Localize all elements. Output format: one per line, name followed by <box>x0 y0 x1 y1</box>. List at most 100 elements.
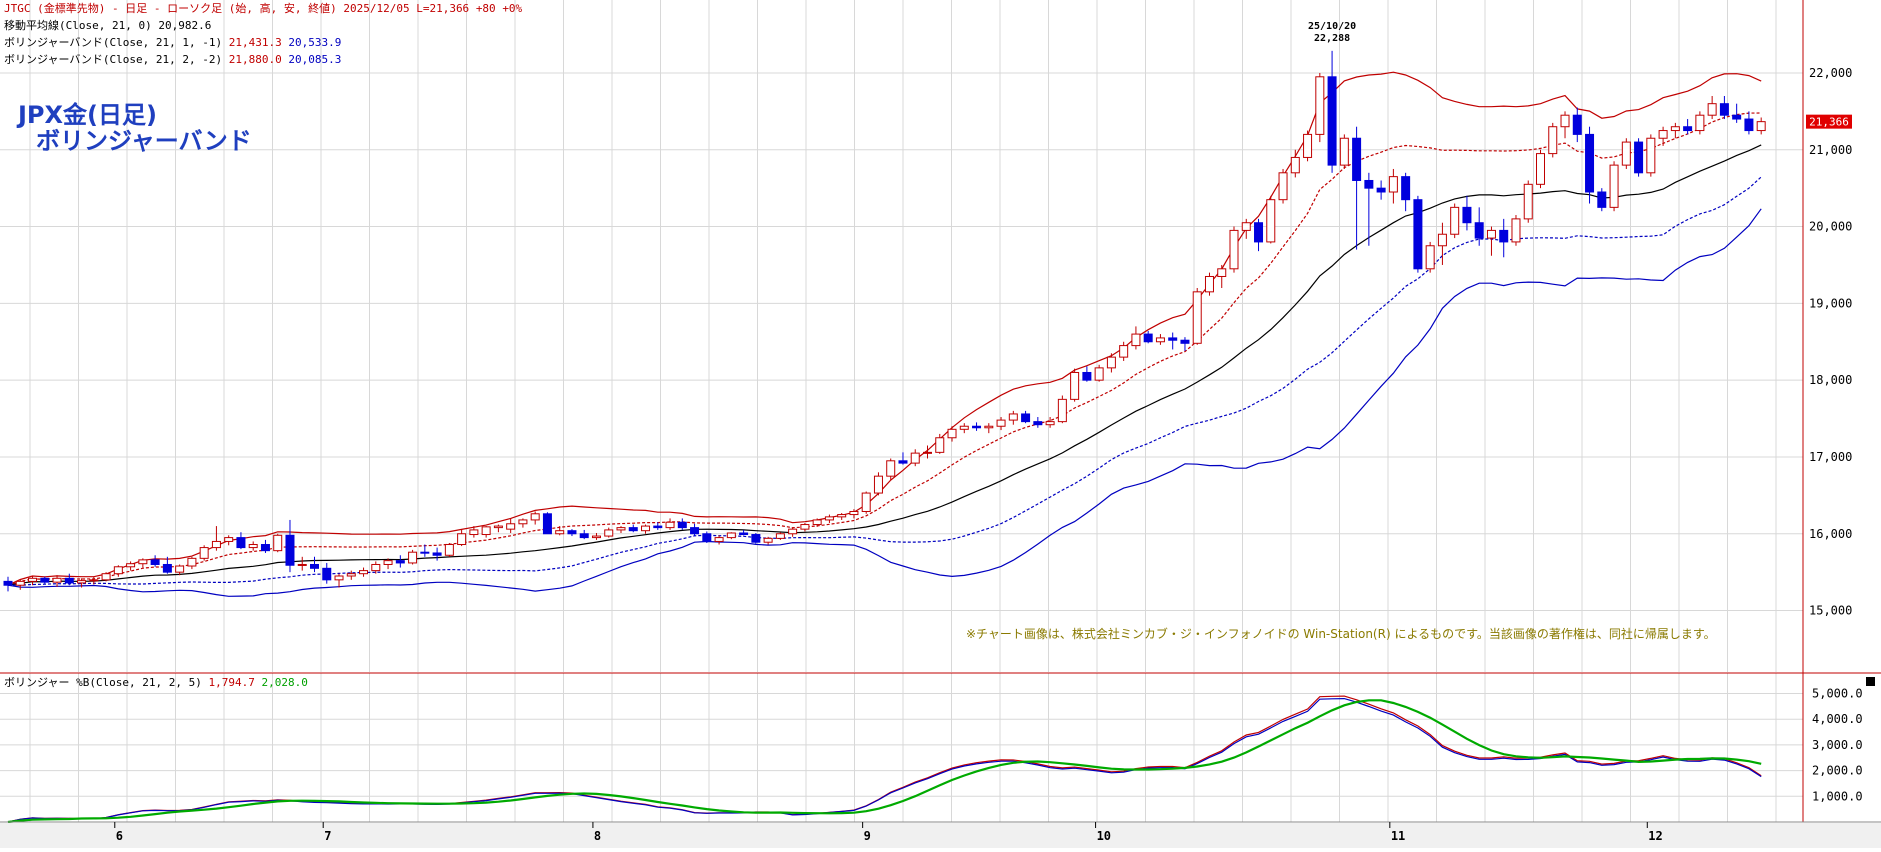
bb-lower-1sigma <box>8 176 1762 586</box>
candle-body <box>1315 76 1325 135</box>
overlay-title-line-1: JPX金(日足) <box>18 101 157 129</box>
candle-body <box>751 534 761 543</box>
candle-body <box>1327 76 1337 166</box>
candle-body <box>1008 413 1018 421</box>
candle-body <box>726 532 736 539</box>
candle-body <box>763 537 773 543</box>
candle-body <box>800 524 810 530</box>
candle-body <box>665 521 675 529</box>
candle-body <box>1474 222 1484 239</box>
indicator-header: ボリンジャー %B(Close, 21, 2, 5) 1,794.7 2,028… <box>4 676 308 690</box>
time-axis-bar <box>0 823 1881 848</box>
candle-body <box>873 475 883 494</box>
header-line-3: ボリンジャーバンド(Close, 21, 1, -1) 21,431.3 20,… <box>4 36 341 50</box>
candle-body <box>861 492 871 512</box>
candle-body <box>322 567 332 581</box>
bb2-lower-value: 20,085.3 <box>288 53 342 66</box>
candle-body <box>1413 199 1423 270</box>
indicator-lines <box>7 695 1762 824</box>
candle-body <box>812 519 822 526</box>
candle-body <box>1523 183 1533 220</box>
candle-body <box>1131 333 1141 347</box>
candle-body <box>1192 291 1202 344</box>
y-tick-label: 19,000 <box>1809 296 1852 310</box>
bb1-label: ボリンジャーバンド(Close, 21, 1, -1) <box>4 36 223 49</box>
candle-body <box>150 559 160 565</box>
candle-body <box>1646 137 1656 174</box>
candle-body <box>1204 275 1214 293</box>
x-tick-label: 8 <box>594 829 601 843</box>
candle-body <box>1462 206 1472 224</box>
candle-body <box>1401 176 1411 201</box>
candle-body <box>1045 421 1055 426</box>
candle-body <box>444 544 454 556</box>
candle-body <box>395 560 405 564</box>
candle-body <box>775 533 785 539</box>
candle-body <box>15 580 25 586</box>
candle-body <box>1364 179 1374 189</box>
candle-body <box>788 528 798 535</box>
ind-y-tick-label: 3,000.0 <box>1812 738 1863 752</box>
candle-body <box>64 577 74 584</box>
candle-body <box>420 551 430 554</box>
candle-body <box>1241 222 1251 231</box>
peak-value-label: 22,288 <box>1314 33 1350 44</box>
ind-y-tick-label: 4,000.0 <box>1812 712 1863 726</box>
candle-body <box>1217 268 1227 277</box>
y-tick-label: 21,000 <box>1809 143 1852 157</box>
candle-body <box>1548 126 1558 155</box>
candle-body <box>77 580 87 584</box>
candle-body <box>530 513 540 521</box>
bollinger-bands <box>7 71 1762 597</box>
indicator-line-blue <box>7 697 1762 823</box>
y-tick-label: 16,000 <box>1809 527 1852 541</box>
candle-body <box>1621 141 1631 166</box>
candle-body <box>1254 222 1264 243</box>
last-price-tag-label: 21,366 <box>1809 116 1849 129</box>
ind-y-tick-label: 2,000.0 <box>1812 764 1863 778</box>
candle-body <box>138 559 148 565</box>
candle-body <box>285 534 295 566</box>
ind-y-tick-label: 1,000.0 <box>1812 789 1863 803</box>
candle-body <box>457 533 467 546</box>
candle-body <box>1719 103 1729 116</box>
moving-average-line <box>7 144 1762 586</box>
candle-body <box>653 525 663 529</box>
y-tick-label: 18,000 <box>1809 373 1852 387</box>
candle-body <box>1597 191 1607 208</box>
candle-body <box>481 526 491 536</box>
indicator-label: ボリンジャー %B(Close, 21, 2, 5) <box>4 676 202 689</box>
candle-body <box>1303 133 1313 158</box>
x-tick-label: 12 <box>1648 829 1662 843</box>
candle-body <box>236 537 246 549</box>
candle-body <box>310 563 319 569</box>
y-tick-label: 22,000 <box>1809 66 1852 80</box>
copyright-note: ※チャート画像は、株式会社ミンカブ・ジ・インフォノイドの Win-Station… <box>966 627 1716 641</box>
price-change: +80 <box>475 2 496 15</box>
candle-body <box>628 527 638 532</box>
peak-date-label: 25/10/20 <box>1308 21 1356 32</box>
candle-body <box>1511 218 1521 243</box>
x-tick-label: 9 <box>864 829 871 843</box>
main-grid <box>0 0 1803 672</box>
candle-body <box>1094 367 1104 381</box>
candle-body <box>1352 137 1362 181</box>
candle-body <box>371 563 381 572</box>
candle-body <box>567 530 577 535</box>
indicator-value-1: 1,794.7 <box>208 676 255 689</box>
x-tick-label: 10 <box>1097 829 1111 843</box>
candle-body <box>1450 206 1460 235</box>
candle-body <box>972 425 982 429</box>
candle-body <box>1278 172 1288 201</box>
ma-label: 移動平均線(Close, 21, 0) <box>4 19 152 32</box>
candle-body <box>334 575 344 581</box>
candle-body <box>591 535 601 539</box>
candle-body <box>1670 126 1680 132</box>
candle-body <box>677 521 687 529</box>
candle-body <box>1168 337 1178 341</box>
overlay-title-line-2: ボリンジャーバンド <box>36 127 252 155</box>
candle-body <box>1143 333 1153 343</box>
candle-body <box>1707 103 1717 116</box>
bb-upper-2sigma <box>7 71 1762 586</box>
